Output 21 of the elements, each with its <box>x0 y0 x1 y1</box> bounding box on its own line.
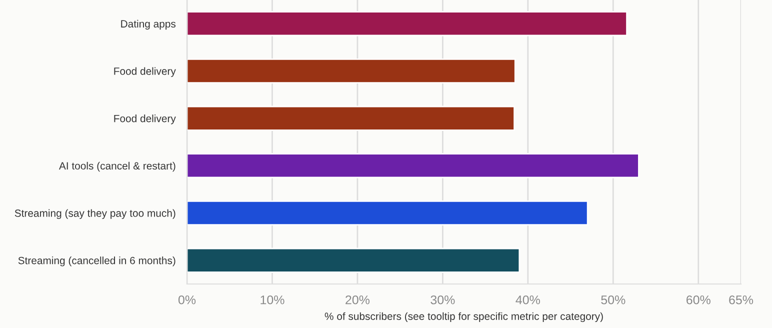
x-tick-label: 30% <box>430 295 455 304</box>
y-tick-label: AI tools (cancel & restart) <box>58 162 176 172</box>
bar <box>187 248 520 273</box>
y-tick-label: Streaming (cancelled in 6 months) <box>18 256 176 266</box>
x-tick-label: 0% <box>178 295 196 304</box>
bar <box>187 106 515 131</box>
bar <box>187 200 588 226</box>
x-tick-label: 40% <box>516 295 540 304</box>
x-tick-label: 50% <box>601 295 626 304</box>
x-tick-label: 20% <box>346 295 370 304</box>
bar <box>187 11 628 36</box>
y-tick-label: Streaming (say they pay too much) <box>14 209 176 219</box>
y-tick-label: Food delivery <box>114 114 176 124</box>
x-axis-title: % of subscribers (see tooltip for specific metric per category) <box>324 312 603 322</box>
x-tick-label: 10% <box>260 295 284 304</box>
y-tick-label: Food delivery <box>114 67 176 77</box>
bar <box>187 153 640 178</box>
x-tick-label: 65% <box>729 295 754 304</box>
bar <box>187 58 516 84</box>
x-tick-label: 60% <box>686 295 710 304</box>
y-tick-label: Dating apps <box>121 20 176 30</box>
